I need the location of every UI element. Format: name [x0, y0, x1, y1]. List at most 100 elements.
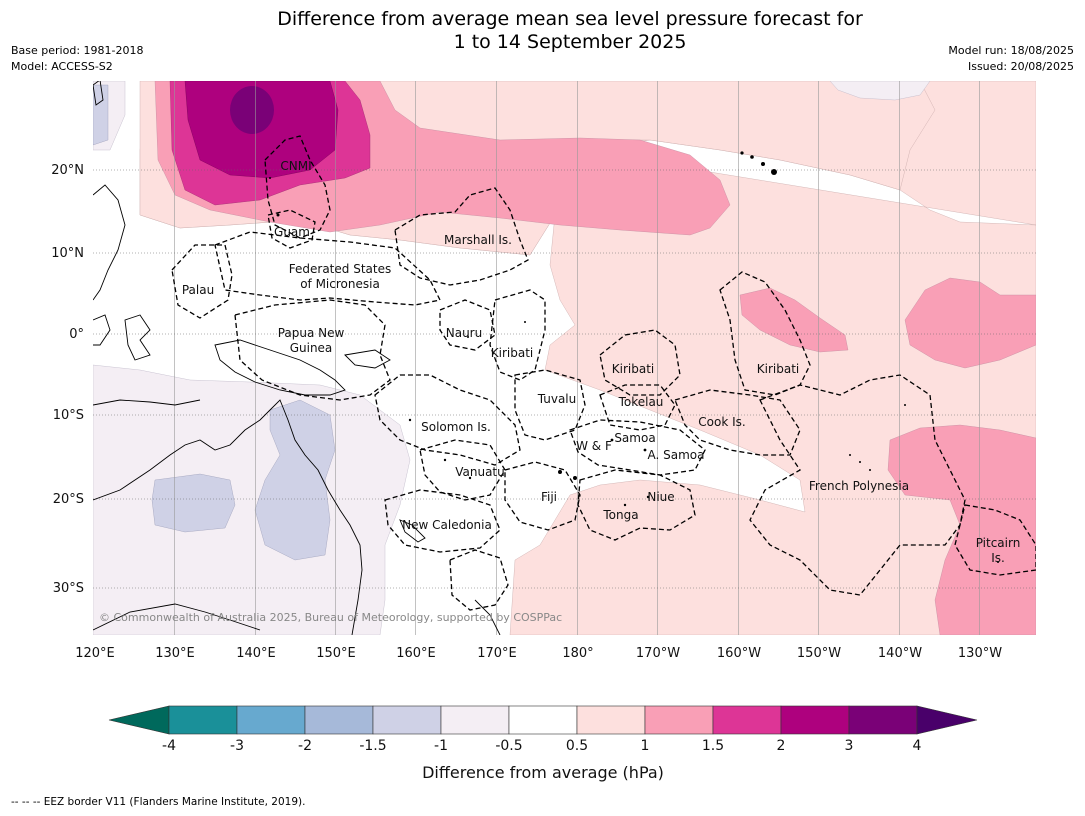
eez-tokelau	[599, 384, 676, 431]
label-pitcairn-1: Pitcairn	[976, 536, 1021, 550]
lon-tick: 160°E	[396, 646, 436, 661]
colorbar-tick: -1	[434, 738, 448, 754]
eez-kiribati-w	[489, 289, 546, 381]
colorbar-bin	[712, 705, 782, 735]
meta-left: Base period: 1981-2018 Model: ACCESS-S2	[11, 43, 143, 75]
map-area: CNMI Guam Marshall Is. Palau Federated S…	[93, 81, 1036, 635]
coastlines	[93, 81, 501, 635]
gridlines	[174, 81, 980, 635]
colorbar-bin	[168, 705, 238, 735]
eez-new-caledonia	[384, 489, 501, 553]
eez-fr-polynesia	[749, 374, 966, 596]
meta-right: Model run: 18/08/2025 Issued: 20/08/2025	[948, 43, 1074, 75]
label-marshall: Marshall Is.	[444, 233, 512, 247]
label-frpoly: French Polynesia	[809, 479, 909, 493]
label-solomon: Solomon Is.	[421, 420, 491, 434]
eez-png	[234, 299, 391, 401]
coast-borneo	[93, 314, 111, 346]
anomaly-zone-1-1.5-east-b	[904, 277, 1036, 369]
lon-tick: 160°W	[717, 646, 761, 661]
colorbar-tick: 1	[641, 738, 650, 754]
label-niue: Niue	[647, 490, 674, 504]
colorbar-bin	[304, 705, 374, 735]
lon-tick: 120°E	[75, 646, 115, 661]
coast-philippines	[93, 184, 126, 301]
lat-tick: 20°N	[51, 163, 84, 178]
lon-tick-labels: 120°E 130°E 140°E 150°E 160°E 170°E 180°…	[75, 646, 1002, 661]
title-line-1: Difference from average mean sea level p…	[277, 8, 863, 30]
label-cook: Cook Is.	[698, 415, 745, 429]
anomaly-zone-minus-1-1.5-b	[254, 399, 336, 561]
label-kiribati-e: Kiribati	[757, 362, 799, 376]
colorbar-bin	[372, 705, 442, 735]
label-cnmi: CNMI	[280, 159, 311, 173]
title-line-2: 1 to 14 September 2025	[453, 31, 687, 53]
colorbar-bin	[576, 705, 646, 735]
colorbar-tick: -0.5	[495, 738, 522, 754]
label-png-1: Papua New	[278, 326, 345, 340]
colorbar-bin	[440, 705, 510, 735]
label-kiribati-w: Kiribati	[491, 346, 533, 360]
lon-tick: 140°W	[878, 646, 922, 661]
lon-tick: 170°E	[477, 646, 517, 661]
base-period: Base period: 1981-2018	[11, 44, 144, 57]
label-samoa: Samoa	[614, 431, 655, 445]
region-labels: CNMI Guam Marshall Is. Palau Federated S…	[182, 159, 1020, 565]
model-name: Model: ACCESS-S2	[11, 60, 113, 73]
coast-new-britain	[344, 349, 391, 369]
lat-tick: 10°N	[51, 246, 84, 261]
colorbar-tick: 2	[777, 738, 786, 754]
colorbar-labels: -4 -3 -2 -1.5 -1 -0.5 0.5 1 1.5 2 3 4	[162, 738, 922, 754]
label-kiribati-c: Kiribati	[612, 362, 654, 376]
anomaly-zone-3-4	[230, 86, 274, 134]
lat-tick: 0°	[69, 327, 84, 342]
label-png-2: Guinea	[290, 341, 333, 355]
eez-tonga-niue	[577, 469, 696, 541]
model-run: Model run: 18/08/2025	[948, 44, 1074, 57]
lon-tick: 150°E	[316, 646, 356, 661]
label-fiji: Fiji	[541, 490, 557, 504]
colorbar-bin	[848, 705, 918, 735]
colorbar-tick: 0.5	[566, 738, 588, 754]
lat-gridlines	[93, 169, 1036, 589]
eez-cnmi	[264, 135, 331, 239]
lat-tick: 20°S	[53, 492, 84, 507]
issued-date: Issued: 20/08/2025	[967, 60, 1074, 73]
eez-tuvalu	[514, 369, 586, 441]
label-tokelau: Tokelau	[618, 395, 664, 409]
eez-kiribati-c	[599, 329, 681, 396]
label-tuvalu: Tuvalu	[537, 392, 577, 406]
eez-solomon	[374, 374, 521, 466]
label-wf: W & F	[576, 439, 612, 453]
colorbar-tick: 3	[845, 738, 854, 754]
chart-title: Difference from average mean sea level p…	[0, 8, 1085, 54]
label-guam: Guam	[274, 225, 310, 239]
islands	[269, 151, 999, 563]
colorbar-bin	[644, 705, 714, 735]
lon-tick: 180°	[562, 646, 593, 661]
lat-tick: 30°S	[53, 581, 84, 596]
colorbar-tick: -3	[230, 738, 244, 754]
eez-guam	[267, 209, 316, 249]
label-nauru: Nauru	[446, 326, 482, 340]
colorbar-tick: 4	[913, 738, 922, 754]
eez-fsm	[214, 231, 441, 306]
eez-fiji	[504, 461, 581, 531]
coast-png	[214, 339, 346, 396]
eez-nauru	[439, 299, 496, 351]
lon-tick: 150°W	[797, 646, 841, 661]
lon-tick: 130°E	[155, 646, 195, 661]
anomaly-zone-1-1.5-east-c	[887, 424, 1036, 635]
lat-tick-labels: 20°N 10°N 0° 10°S 20°S 30°S	[51, 163, 84, 596]
eez-vanuatu	[419, 439, 506, 501]
coast-new-zealand	[474, 599, 501, 635]
coast-australia	[93, 399, 363, 635]
label-fsm-2: of Micronesia	[300, 277, 380, 291]
anomaly-zone-minus-0.5-1-ne	[829, 81, 931, 101]
label-newcal: New Caledonia	[402, 518, 492, 532]
lon-tick: 140°E	[236, 646, 276, 661]
colorbar-tick: 1.5	[702, 738, 724, 754]
label-tonga: Tonga	[602, 508, 638, 522]
eez-kiribati-e	[719, 271, 811, 396]
coast-taiwan	[93, 81, 104, 106]
